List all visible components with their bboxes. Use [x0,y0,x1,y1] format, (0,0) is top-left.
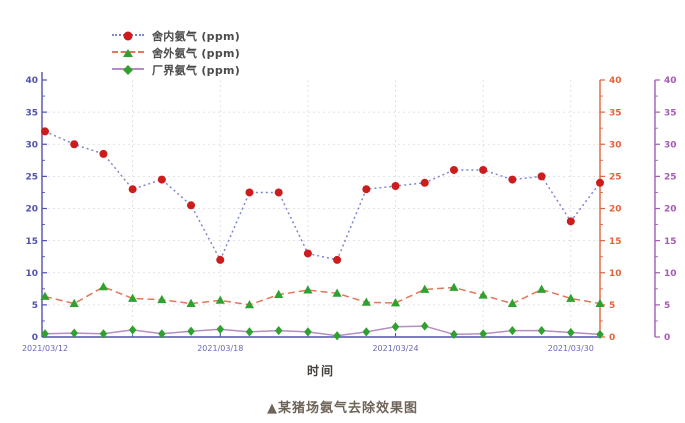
legend-item-boundary-ammonia: 厂界氨气 (ppm) [112,61,240,78]
svg-text:15: 15 [609,237,622,247]
outdoor-triangle-marker-icon [123,48,133,57]
svg-text:30: 30 [25,140,38,150]
svg-text:40: 40 [25,76,38,86]
svg-text:20: 20 [664,205,677,215]
series-outdoor-ammonia [40,282,605,309]
svg-text:40: 40 [609,76,622,86]
svg-text:35: 35 [664,108,677,118]
svg-text:2021/03/24: 2021/03/24 [372,344,418,353]
legend-label-boundary: 厂界氨气 (ppm) [152,63,241,77]
legend-item-indoor-ammonia: 舍内氨气 (ppm) [112,27,240,44]
svg-text:35: 35 [25,108,38,118]
svg-text:30: 30 [664,140,677,150]
svg-text:20: 20 [609,205,622,215]
legend-sample-indoor [112,30,144,41]
svg-text:15: 15 [664,237,677,247]
ammonia-line-chart: 0 5 10 15 20 25 30 35 40 0 5 10 15 20 25 30 35 40 0 5 10 15 20… [22,72,677,353]
series-indoor-ammonia [41,127,604,264]
x-axis: 2021/03/12 2021/03/18 2021/03/24 2021/03/30 [22,333,600,353]
svg-text:20: 20 [25,205,38,215]
svg-text:10: 10 [609,269,622,279]
right-inner-y-axis: 0 5 10 15 20 25 30 35 40 [599,76,622,343]
svg-text:2021/03/18: 2021/03/18 [197,344,243,353]
boundary-diamond-marker-icon [123,64,133,75]
svg-text:25: 25 [609,173,622,183]
svg-text:25: 25 [25,173,38,183]
svg-text:0: 0 [32,333,38,343]
svg-text:30: 30 [609,140,622,150]
legend-item-outdoor-ammonia: 舍外氨气 (ppm) [112,44,240,61]
chart-legend: 舍内氨气 (ppm) 舍外氨气 (ppm) 厂界氨气 (ppm) [112,27,240,78]
x-axis-title: 时间 [306,364,335,378]
indoor-circle-marker-icon [123,31,133,40]
svg-text:5: 5 [32,301,38,311]
svg-text:35: 35 [609,108,622,118]
svg-text:2021/03/12: 2021/03/12 [22,344,68,353]
right-outer-y-axis: 0 5 10 15 20 25 30 35 40 [654,76,677,343]
svg-text:2021/03/30: 2021/03/30 [548,344,594,353]
svg-text:40: 40 [664,76,677,86]
series-boundary-ammonia [41,321,604,341]
legend-sample-boundary [112,64,144,75]
svg-text:0: 0 [664,333,670,343]
svg-text:25: 25 [664,173,677,183]
legend-label-outdoor: 舍外氨气 (ppm) [152,46,241,60]
legend-label-indoor: 舍内氨气 (ppm) [152,29,241,43]
legend-sample-outdoor [112,47,144,58]
svg-text:5: 5 [609,301,615,311]
svg-text:10: 10 [664,269,677,279]
figure-caption: ▲某猪场氨气去除效果图 [267,401,418,416]
gridlines [43,80,599,336]
svg-text:5: 5 [664,301,670,311]
svg-text:15: 15 [25,237,38,247]
svg-text:10: 10 [25,269,38,279]
left-y-axis: 0 5 10 15 20 25 30 35 40 [25,72,47,343]
svg-text:0: 0 [609,333,615,343]
